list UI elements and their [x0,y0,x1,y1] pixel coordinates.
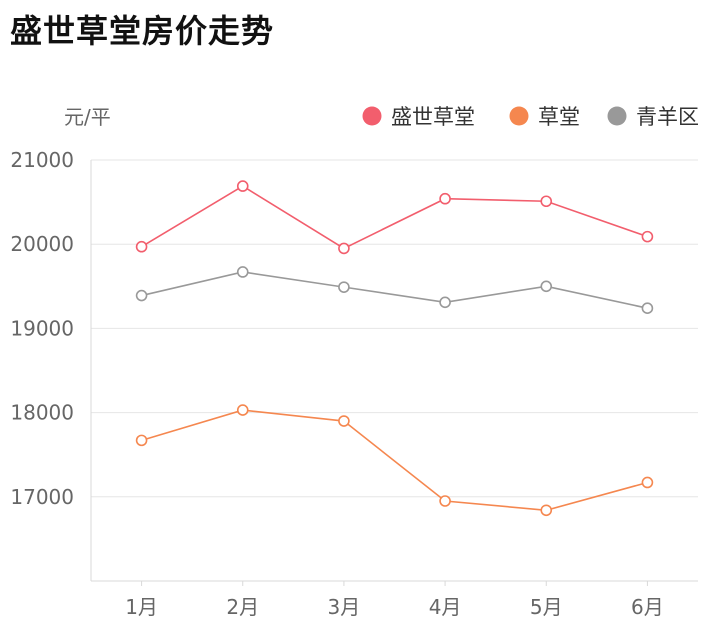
y-unit-label: 元/平 [64,105,111,129]
data-point-s3-2 [236,266,249,278]
legend: 盛世草堂 草堂 青羊区 [362,105,699,129]
data-point-s2-1 [135,434,148,447]
data-point-s1-4 [439,192,451,205]
data-point-s1-1 [135,240,148,253]
x-tick-label-3: 3月 [328,595,361,619]
y-tick-label-19000: 19000 [10,316,74,340]
data-point-s3-4 [439,296,451,309]
chart-title: 盛世草堂房价走势 [10,12,275,50]
x-tick-label-2: 2月 [226,595,259,619]
data-point-s2-2 [236,404,249,416]
series-group [135,180,654,517]
data-point-s1-6 [641,230,654,243]
x-tick-label-4: 4月 [429,595,462,619]
series-line-2 [141,409,648,512]
axes [90,160,698,582]
series-line-3 [141,271,648,309]
data-point-s1-2 [236,180,249,192]
legend-label-2: 草堂 [538,105,580,129]
grid-lines [91,159,698,498]
legend-label-3: 青羊区 [636,105,699,129]
x-tick-label-1: 1月 [125,595,158,619]
data-point-s2-3 [338,415,350,427]
data-point-s3-5 [540,280,553,293]
data-point-s3-3 [338,281,350,293]
legend-marker-2 [509,106,529,126]
y-tick-label-21000: 21000 [10,148,74,172]
y-tick-labels: 17000 18000 19000 20000 21000 [10,148,74,509]
x-tick-labels: 1月 2月 3月 4月 5月 6月 [125,581,664,619]
x-tick-label-5: 5月 [530,595,563,619]
data-point-s2-4 [439,495,451,507]
data-point-s3-1 [135,289,148,302]
y-tick-label-20000: 20000 [10,232,74,256]
data-point-s2-6 [641,476,654,489]
data-point-s3-6 [641,302,654,314]
series-line-1 [141,185,648,250]
legend-marker-3 [607,106,627,126]
legend-label-1: 盛世草堂 [391,105,475,129]
legend-marker-1 [362,106,382,126]
data-point-s1-5 [540,195,553,208]
y-tick-label-17000: 17000 [10,485,74,509]
x-tick-label-6: 6月 [631,595,664,619]
data-point-s1-3 [338,242,350,255]
data-point-s2-5 [540,504,553,517]
y-tick-label-18000: 18000 [10,401,74,425]
